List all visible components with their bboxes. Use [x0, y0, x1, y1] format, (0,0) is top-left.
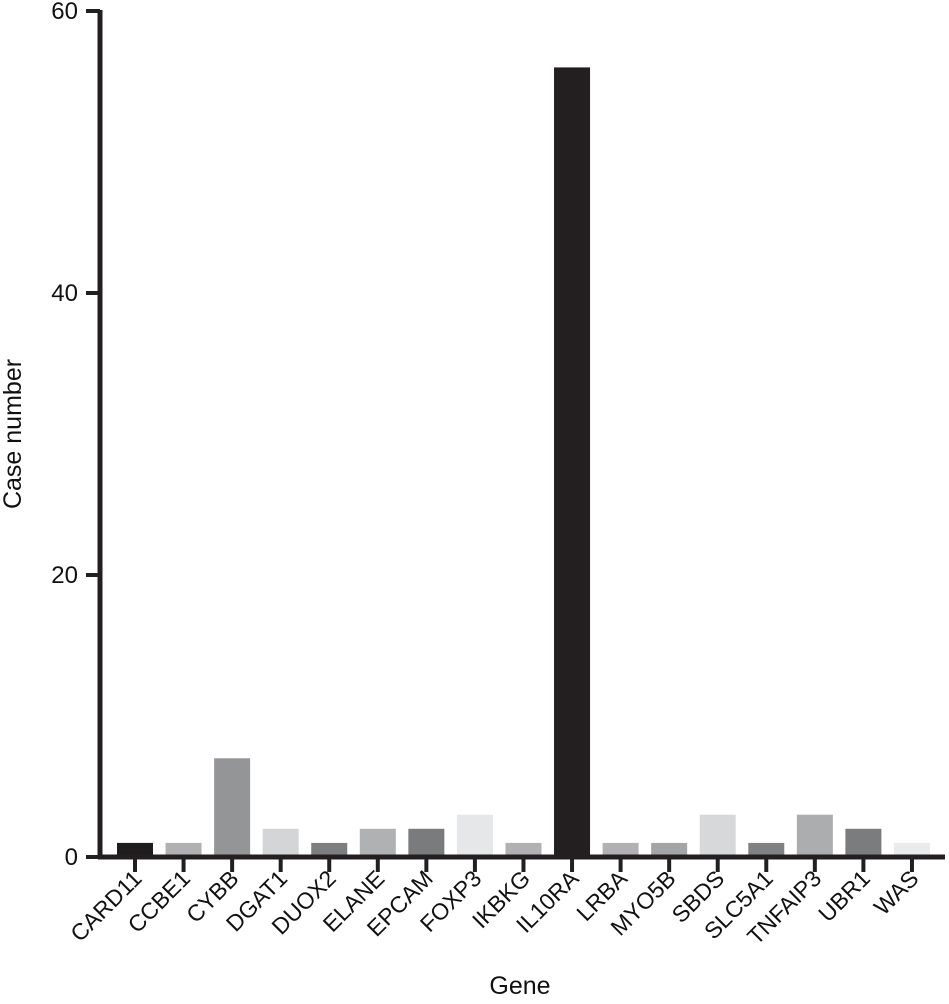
y-tick-label-20: 20	[51, 562, 78, 589]
x-ticks-layer: CARD11CCBE1CYBBDGAT1DUOX2ELANEEPCAMFOXP3…	[65, 859, 923, 950]
bar-was	[893, 842, 930, 857]
bar-tnfaip3	[796, 814, 833, 857]
bar-ikbkg	[505, 842, 542, 857]
x-tick-label-was: WAS	[869, 865, 924, 920]
bar-dgat1	[262, 828, 299, 857]
bar-myo5b	[651, 842, 688, 857]
bar-ccbe1	[165, 842, 202, 857]
bar-card11	[117, 842, 153, 857]
axes-layer	[97, 10, 945, 860]
y-tick-label-40: 40	[51, 280, 78, 307]
y-ticks-layer: 0 20 40 60	[51, 0, 100, 871]
bar-il10ra	[554, 67, 591, 857]
y-tick-label-0: 0	[65, 844, 78, 871]
x-axis-title: Gene	[489, 972, 550, 999]
bars-layer	[117, 67, 930, 857]
y-axis-title: Case number	[0, 359, 27, 509]
bar-lrba	[602, 842, 639, 857]
bar-slc5a1	[748, 842, 785, 857]
x-tick-label-card11: CARD11	[65, 865, 146, 946]
x-tick-label-ubr1: UBR1	[813, 865, 875, 927]
bar-epcam	[408, 828, 445, 857]
bar-foxp3	[456, 814, 493, 857]
bar-elane	[359, 828, 396, 857]
y-tick-label-60: 60	[51, 0, 78, 25]
bar-duox2	[311, 842, 348, 857]
bar-sbds	[699, 814, 736, 857]
bar-cybb	[214, 758, 251, 857]
bar-ubr1	[845, 828, 882, 857]
